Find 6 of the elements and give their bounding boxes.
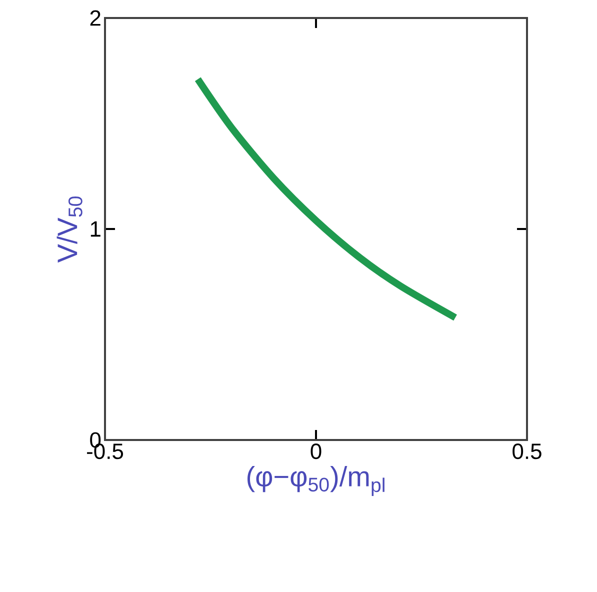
x-tick-label: 0 xyxy=(310,444,322,460)
x-axis-title: (φ−φ$_{50}$)/m$_{pl}$ xyxy=(248,466,384,496)
y-tick-label: 2 xyxy=(90,10,100,26)
x-tick-label: 0.5 xyxy=(512,444,542,460)
y-axis-title: V/V$_{50}$ xyxy=(56,196,82,263)
y-tick-label: 1 xyxy=(90,221,100,237)
